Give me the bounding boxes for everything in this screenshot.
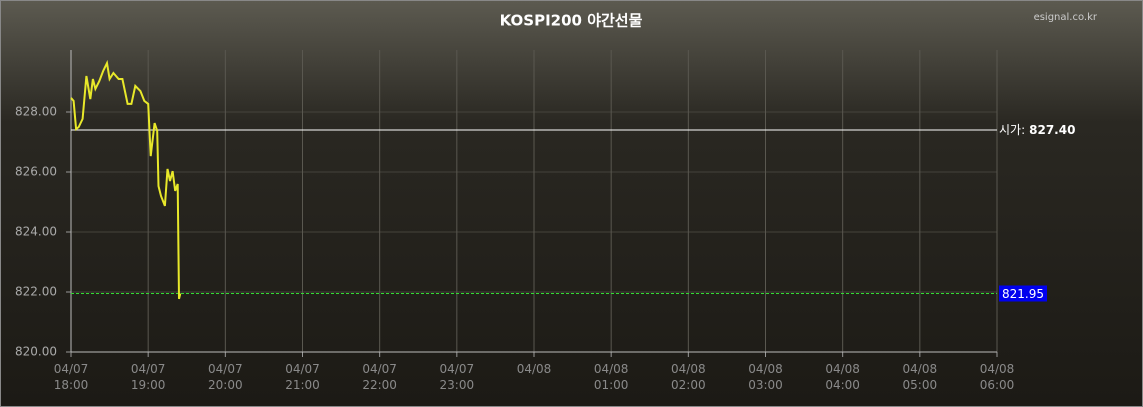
value-badge xyxy=(999,285,1047,302)
y-tick-label: 826.00 xyxy=(15,165,57,179)
x-tick-label: 04/07 22:00 xyxy=(362,362,397,392)
x-tick-label: 04/08 06:00 xyxy=(979,362,1015,392)
x-tick-label: 04/08 xyxy=(516,362,552,376)
x-tick-label: 04/07 23:00 xyxy=(439,362,475,392)
y-tick-label: 822.00 xyxy=(15,285,57,299)
x-tick-label: 04/08 01:00 xyxy=(593,362,629,392)
x-tick-label: 04/07 21:00 xyxy=(285,362,320,392)
price-line xyxy=(70,59,182,300)
y-tick-label: 820.00 xyxy=(15,345,57,359)
source: esignal.co.kr xyxy=(1034,12,1098,23)
chart-title: KOSPI200 야간선물 xyxy=(500,12,643,30)
x-tick-label: 04/08 05:00 xyxy=(902,362,938,392)
x-tick-label: 04/07 18:00 xyxy=(53,362,89,392)
x-tick-label: 04/08 02:00 xyxy=(671,362,706,392)
y-tick-label: 828.00 xyxy=(15,105,57,119)
x-tick-label: 04/08 04:00 xyxy=(825,362,860,392)
reference-name: 시가: xyxy=(999,123,1025,137)
reference-value: 827.40 xyxy=(1029,123,1075,137)
x-tick-label: 04/07 19:00 xyxy=(130,362,166,392)
reference-label: 시가: 827.40 xyxy=(999,123,1075,137)
reference-value: 821.95 xyxy=(1002,287,1044,301)
y-tick-label: 824.00 xyxy=(15,225,57,239)
x-tick-label: 04/08 03:00 xyxy=(748,362,783,392)
x-tick-label: 04/07 20:00 xyxy=(208,362,243,392)
